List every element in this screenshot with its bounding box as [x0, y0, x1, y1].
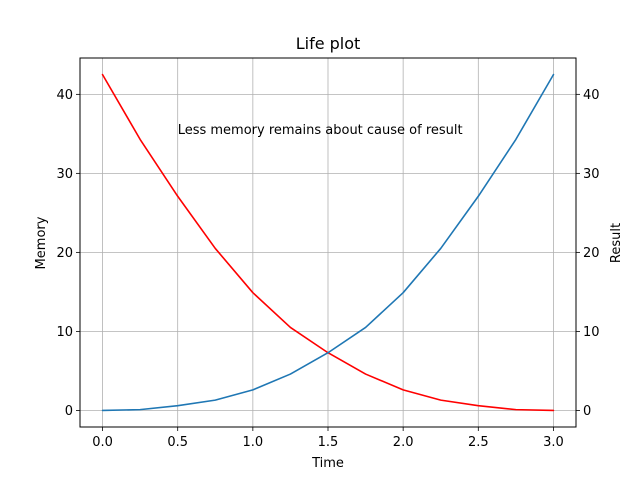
x-tick-label: 2.0	[393, 435, 414, 450]
left-y-axis-label: Memory	[34, 216, 49, 269]
x-tick-label: 1.5	[318, 435, 339, 450]
left-y-tick-label: 20	[56, 246, 73, 261]
left-y-tick-label: 40	[56, 88, 73, 103]
x-tick-label: 3.0	[543, 435, 564, 450]
x-tick-label: 1.0	[243, 435, 264, 450]
x-tick-label: 2.5	[468, 435, 489, 450]
right-y-tick-label: 0	[583, 404, 591, 419]
x-tick-label: 0.0	[92, 435, 113, 450]
grid	[80, 58, 576, 427]
right-y-tick-label: 40	[583, 88, 600, 103]
left-y-tick-label: 0	[65, 404, 73, 419]
x-tick-label: 0.5	[167, 435, 188, 450]
right-y-axis-label: Result	[609, 223, 624, 263]
axis-ticks: 0.0 0.5 1.0 1.5 2.0 2.5 3.0 0 0 10 10 20 20 30 30 40 40	[56, 88, 599, 450]
result-series-line	[101, 73, 555, 412]
left-y-tick-label: 10	[56, 325, 73, 340]
right-y-tick-label: 10	[583, 325, 600, 340]
right-y-tick-label: 30	[583, 167, 600, 182]
chart-annotation: Less memory remains about cause of resul…	[178, 123, 463, 138]
left-y-tick-label: 30	[56, 167, 73, 182]
x-axis-label: Time	[311, 456, 344, 471]
series-lines	[101, 73, 555, 412]
right-y-tick-label: 20	[583, 246, 600, 261]
chart-title: Life plot	[296, 34, 361, 53]
